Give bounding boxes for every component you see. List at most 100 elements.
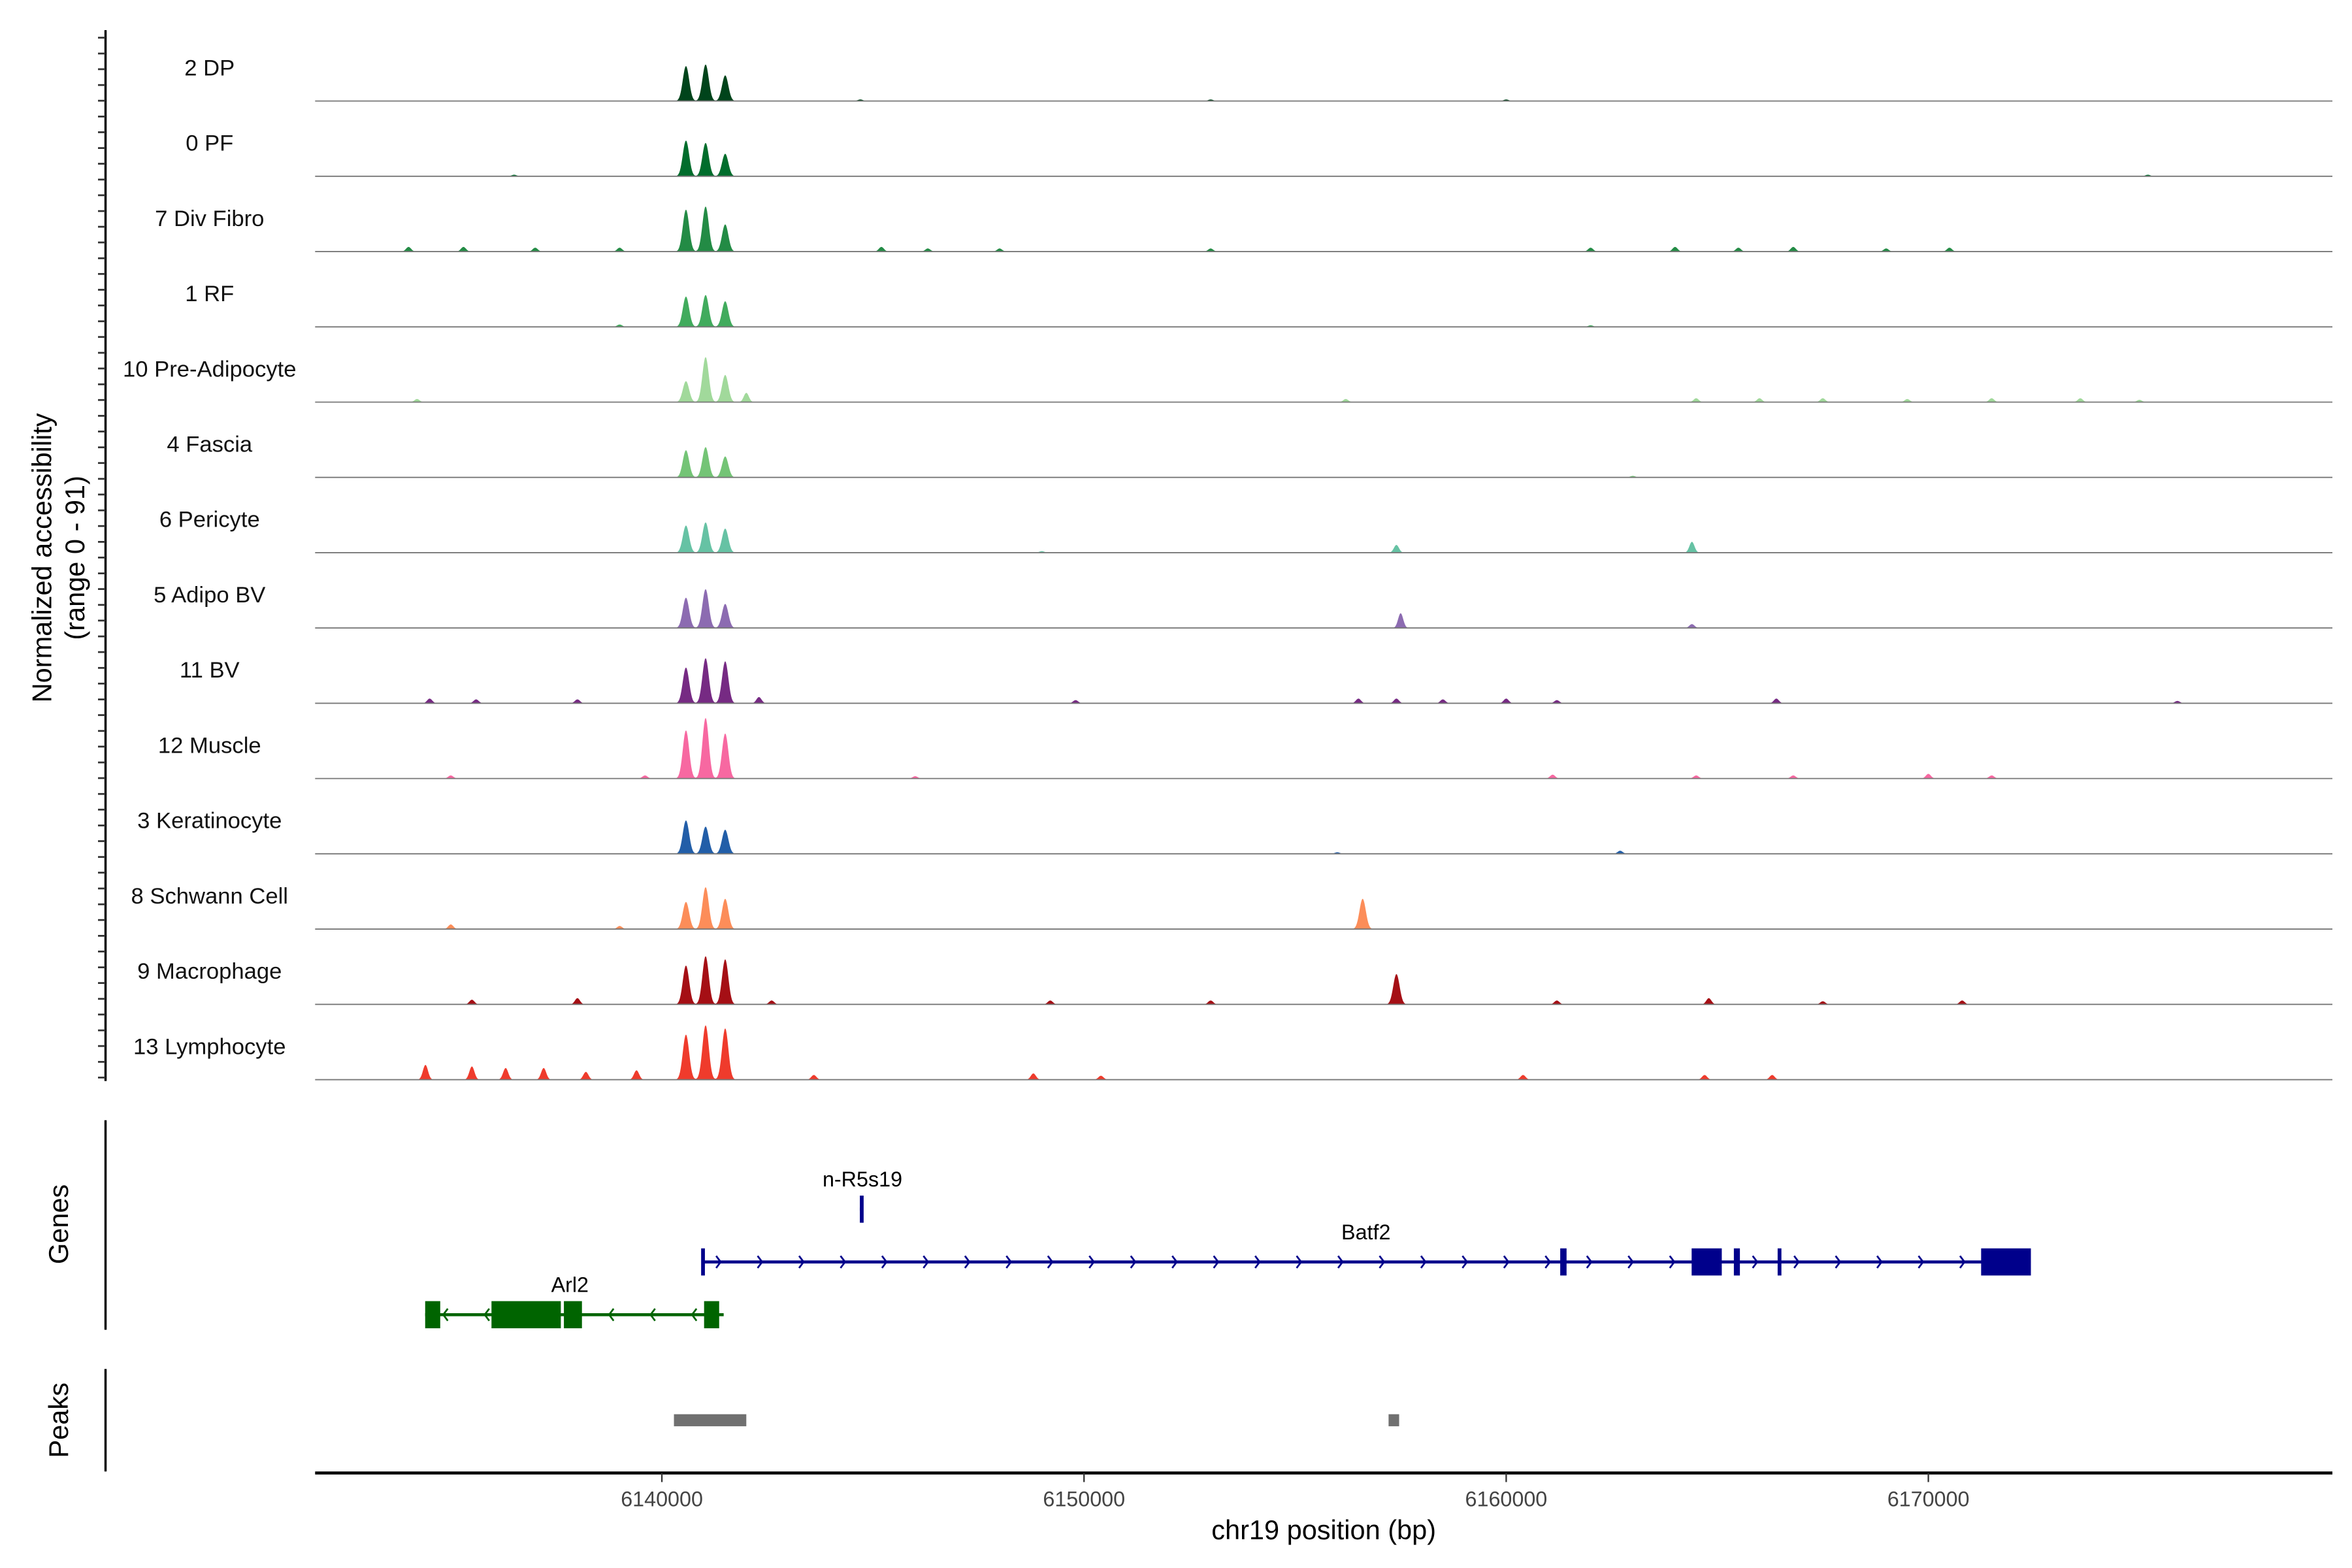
track-12-muscle: 12 Muscle: [158, 717, 2333, 779]
gene-exon: [1733, 1248, 1740, 1276]
strand-arrow-icon: [1296, 1255, 1303, 1269]
strand-arrow-icon: [1337, 1255, 1344, 1269]
x-tick-label: 6170000: [1887, 1487, 1970, 1511]
strand-arrow-icon: [1918, 1255, 1925, 1269]
strand-arrow-icon: [1876, 1255, 1883, 1269]
track-label: 4 Fascia: [167, 433, 253, 457]
strand-arrow-icon: [840, 1255, 847, 1269]
strand-arrow-icon: [1171, 1255, 1178, 1269]
gene-batf2: Batf2: [701, 1220, 2031, 1276]
track-label: 6 Pericyte: [159, 508, 260, 532]
gene-exon: [1981, 1248, 2031, 1276]
track-label: 13 Lymphocyte: [133, 1034, 286, 1059]
gene-exon: [1691, 1248, 1722, 1276]
strand-arrow-icon: [1752, 1255, 1759, 1269]
track-signal-area: [315, 589, 2333, 629]
track-signal-area: [315, 717, 2333, 779]
track-signal-area: [315, 64, 2333, 101]
track-signal-area: [315, 140, 2333, 176]
gene-exon: [860, 1196, 864, 1223]
gene-exon: [1777, 1248, 1782, 1276]
track-2-dp: 2 DP: [184, 56, 2333, 102]
track-signal-area: [315, 956, 2333, 1005]
strand-arrow-icon: [1213, 1255, 1220, 1269]
strand-arrow-icon: [1047, 1255, 1054, 1269]
track-4-fascia: 4 Fascia: [167, 433, 2333, 478]
track-5-adipo-bv: 5 Adipo BV: [154, 583, 2333, 629]
strand-arrow-icon: [964, 1255, 971, 1269]
gene-exon: [425, 1301, 440, 1329]
strand-arrow-icon: [1793, 1255, 1800, 1269]
strand-arrow-icon: [923, 1255, 930, 1269]
x-axis-ticks: 6140000 6150000 6160000 6170000: [621, 1473, 1969, 1511]
track-6-pericyte: 6 Pericyte: [159, 508, 2333, 553]
x-tick-label: 6150000: [1043, 1487, 1125, 1511]
gene-exon: [1560, 1248, 1567, 1276]
track-1-rf: 1 RF: [185, 282, 2333, 328]
strand-arrow-icon: [1835, 1255, 1842, 1269]
track-signal-area: [315, 658, 2333, 704]
track-label: 9 Macrophage: [137, 959, 282, 984]
track-11-bv: 11 BV: [180, 658, 2333, 704]
gene-n-r5s19: n-R5s19: [823, 1168, 902, 1223]
y-axis-ticks: [98, 37, 106, 1079]
track-signal-area: [315, 887, 2333, 930]
track-label: 1 RF: [185, 282, 234, 306]
x-tick-label: 6140000: [621, 1487, 703, 1511]
strand-arrow-icon: [1254, 1255, 1261, 1269]
gene-arl2: Arl2: [425, 1273, 724, 1329]
track-label: 10 Pre-Adipocyte: [123, 357, 297, 382]
track-7-div-fibro: 7 Div Fibro: [155, 206, 2333, 252]
strand-arrow-icon: [649, 1308, 656, 1322]
gene-exon: [704, 1301, 719, 1329]
track-label: 0 PF: [186, 131, 233, 156]
peak-regions: [674, 1414, 1399, 1427]
gene-label: n-R5s19: [823, 1168, 902, 1191]
strand-arrow-icon: [798, 1255, 805, 1269]
track-10-pre-adipocyte: 10 Pre-Adipocyte: [123, 357, 2333, 403]
track-label: 3 Keratinocyte: [137, 809, 282, 834]
strand-arrow-icon: [1088, 1255, 1095, 1269]
track-0-pf: 0 PF: [186, 131, 2333, 177]
track-signal-area: [315, 1025, 2333, 1080]
coverage-tracks: 2 DP 0 PF 7 Div Fibro 1 RF 10 Pre-Adipocyte 4…: [123, 56, 2333, 1081]
x-tick-label: 6160000: [1465, 1487, 1548, 1511]
strand-arrow-icon: [757, 1255, 764, 1269]
gene-annotations: n-R5s19 Batf2 Arl2: [425, 1168, 2031, 1329]
track-label: 5 Adipo BV: [154, 583, 265, 608]
peak-region: [1388, 1414, 1399, 1427]
strand-arrow-icon: [881, 1255, 888, 1269]
x-axis-title: chr19 position (bp): [1211, 1514, 1436, 1545]
genes-panel-label: Genes: [43, 1184, 74, 1264]
gene-exon: [491, 1301, 561, 1329]
track-9-macrophage: 9 Macrophage: [137, 956, 2333, 1005]
strand-arrow-icon: [1005, 1255, 1013, 1269]
strand-arrow-icon: [608, 1308, 615, 1322]
strand-arrow-icon: [442, 1308, 449, 1322]
track-signal-area: [315, 206, 2333, 252]
strand-arrow-icon: [1959, 1255, 1966, 1269]
gene-exon: [701, 1248, 705, 1276]
strand-arrow-icon: [1503, 1255, 1510, 1269]
gene-exon: [564, 1301, 582, 1329]
strand-arrow-icon: [1669, 1255, 1676, 1269]
strand-arrow-icon: [1627, 1255, 1634, 1269]
track-signal-area: [315, 820, 2333, 854]
track-label: 7 Div Fibro: [155, 206, 264, 231]
track-8-schwann-cell: 8 Schwann Cell: [131, 884, 2333, 930]
track-13-lymphocyte: 13 Lymphocyte: [133, 1025, 2333, 1081]
gene-label: Arl2: [551, 1273, 589, 1297]
strand-arrow-icon: [483, 1308, 490, 1322]
y-axis-title: Normalized accessibility: [26, 413, 57, 702]
strand-arrow-icon: [1462, 1255, 1469, 1269]
track-signal-area: [315, 522, 2333, 553]
strand-arrow-icon: [1379, 1255, 1386, 1269]
strand-arrow-icon: [715, 1255, 722, 1269]
peaks-panel-label: Peaks: [43, 1382, 74, 1458]
strand-arrow-icon: [1130, 1255, 1137, 1269]
strand-arrow-icon: [1544, 1255, 1552, 1269]
track-label: 11 BV: [180, 658, 240, 683]
peak-region: [674, 1414, 747, 1427]
track-signal-area: [315, 357, 2333, 402]
track-3-keratinocyte: 3 Keratinocyte: [137, 809, 2333, 855]
